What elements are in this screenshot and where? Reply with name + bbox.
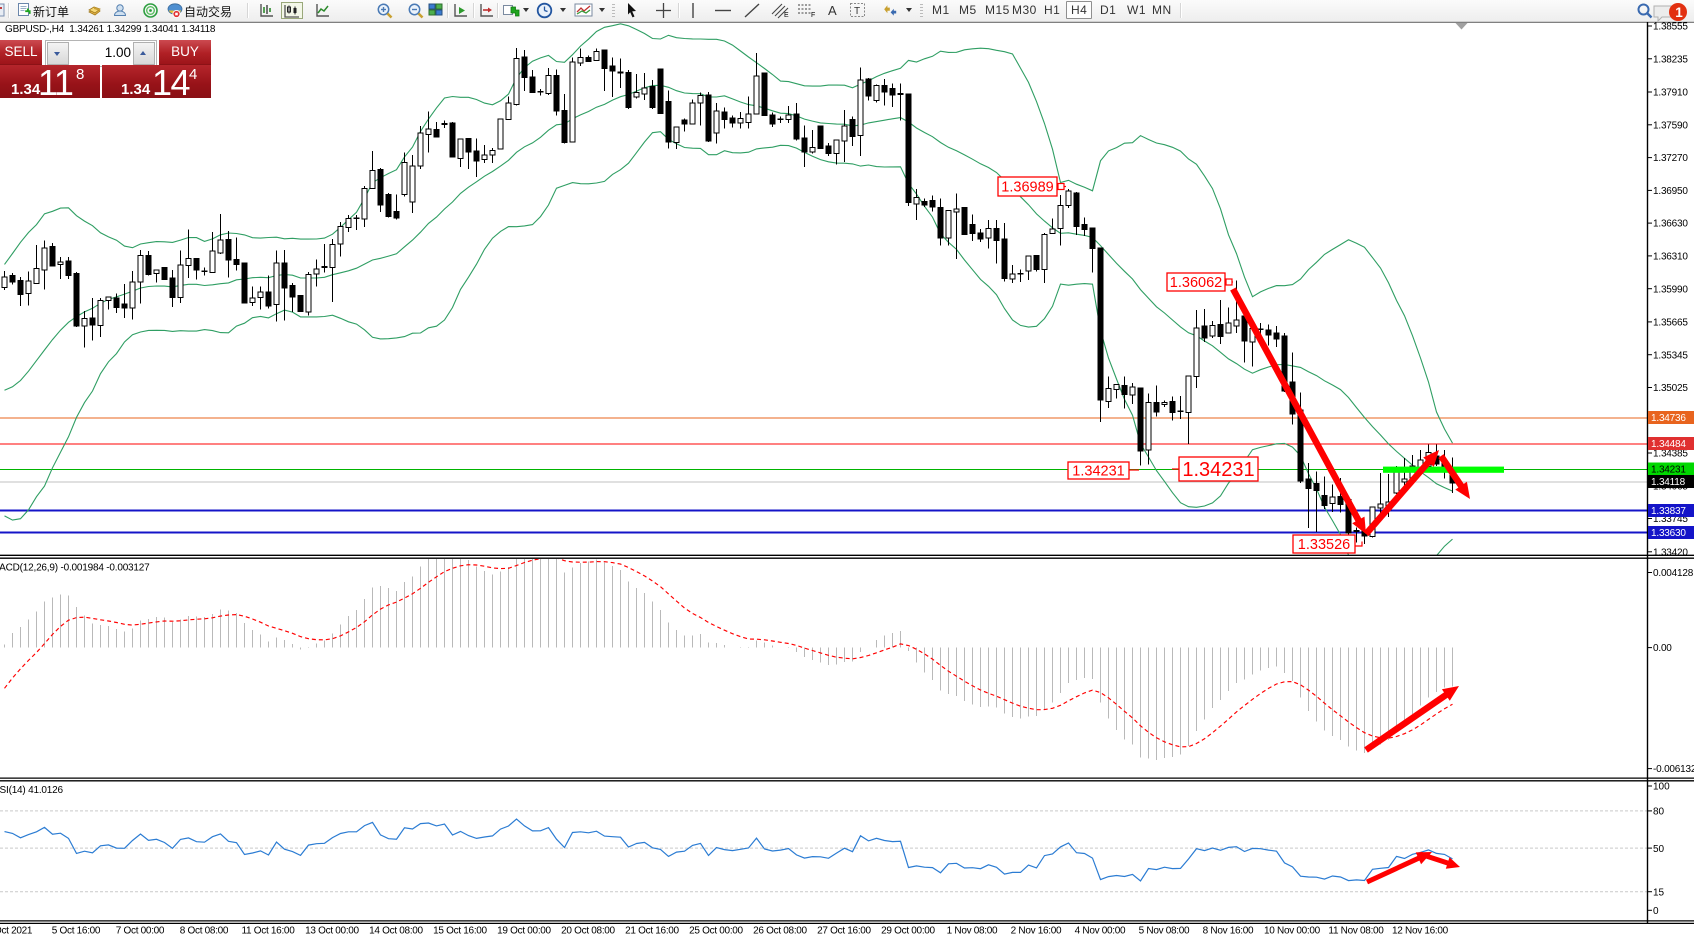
svg-text:5 Nov 08:00: 5 Nov 08:00 bbox=[1139, 926, 1190, 937]
svg-text:11 Nov 08:00: 11 Nov 08:00 bbox=[1328, 926, 1384, 937]
svg-text:0.004128: 0.004128 bbox=[1653, 568, 1694, 579]
svg-text:1.37910: 1.37910 bbox=[1653, 88, 1688, 99]
svg-text:100: 100 bbox=[1653, 782, 1670, 793]
svg-text:0.00: 0.00 bbox=[1653, 643, 1672, 654]
svg-text:1.34385: 1.34385 bbox=[1653, 449, 1688, 460]
svg-text:2 Nov 16:00: 2 Nov 16:00 bbox=[1011, 926, 1062, 937]
svg-text:1.34484: 1.34484 bbox=[1651, 439, 1686, 450]
svg-text:27 Oct 16:00: 27 Oct 16:00 bbox=[817, 926, 871, 937]
svg-text:29 Oct 00:00: 29 Oct 00:00 bbox=[881, 926, 935, 937]
svg-text:25 Oct 00:00: 25 Oct 00:00 bbox=[689, 926, 743, 937]
svg-text:14 Oct 08:00: 14 Oct 08:00 bbox=[369, 926, 423, 937]
svg-text:1.34231: 1.34231 bbox=[1651, 465, 1686, 476]
svg-text:1.36062: 1.36062 bbox=[1170, 275, 1222, 291]
svg-text:T: T bbox=[854, 6, 860, 17]
svg-text:1.34118: 1.34118 bbox=[1651, 477, 1686, 488]
svg-text:1.35025: 1.35025 bbox=[1653, 383, 1688, 394]
svg-text:1.34231: 1.34231 bbox=[1182, 459, 1254, 481]
svg-text:15 Oct 16:00: 15 Oct 16:00 bbox=[433, 926, 487, 937]
svg-text:E: E bbox=[784, 12, 789, 19]
svg-text:4 Nov 00:00: 4 Nov 00:00 bbox=[1075, 926, 1126, 937]
svg-text:Oct 2021: Oct 2021 bbox=[0, 926, 33, 937]
svg-text:MACD(12,26,9) -0.001984 -0.003: MACD(12,26,9) -0.001984 -0.003127 bbox=[0, 563, 150, 574]
svg-text:F: F bbox=[811, 12, 815, 19]
svg-text:1.34736: 1.34736 bbox=[1651, 413, 1686, 424]
svg-text:0: 0 bbox=[1653, 906, 1659, 917]
svg-text:50: 50 bbox=[1653, 844, 1665, 855]
svg-text:15: 15 bbox=[1653, 887, 1665, 898]
svg-text:1: 1 bbox=[1675, 5, 1683, 20]
svg-text:1.33837: 1.33837 bbox=[1651, 506, 1686, 517]
svg-text:11 Oct 16:00: 11 Oct 16:00 bbox=[242, 926, 296, 937]
svg-text:RSI(14) 41.0126: RSI(14) 41.0126 bbox=[0, 785, 64, 796]
svg-text:5 Oct 16:00: 5 Oct 16:00 bbox=[52, 926, 101, 937]
svg-text:7 Oct 00:00: 7 Oct 00:00 bbox=[116, 926, 165, 937]
svg-text:12 Nov 16:00: 12 Nov 16:00 bbox=[1392, 926, 1449, 937]
svg-text:1.36630: 1.36630 bbox=[1653, 219, 1688, 230]
svg-text:21 Oct 16:00: 21 Oct 16:00 bbox=[625, 926, 679, 937]
svg-text:8 Oct 08:00: 8 Oct 08:00 bbox=[180, 926, 229, 937]
svg-text:1.36950: 1.36950 bbox=[1653, 186, 1688, 197]
svg-text:1.33420: 1.33420 bbox=[1653, 547, 1688, 558]
svg-text:1.35665: 1.35665 bbox=[1653, 318, 1688, 329]
svg-text:19 Oct 00:00: 19 Oct 00:00 bbox=[497, 926, 551, 937]
svg-text:26 Oct 08:00: 26 Oct 08:00 bbox=[753, 926, 807, 937]
svg-text:1.34231: 1.34231 bbox=[1072, 464, 1124, 480]
svg-text:1.33526: 1.33526 bbox=[1298, 537, 1350, 553]
svg-text:1.38235: 1.38235 bbox=[1653, 54, 1688, 65]
svg-text:1.38555: 1.38555 bbox=[1653, 22, 1688, 33]
svg-text:80: 80 bbox=[1653, 807, 1665, 818]
svg-text:1.33745: 1.33745 bbox=[1653, 514, 1688, 525]
svg-text:20 Oct 08:00: 20 Oct 08:00 bbox=[561, 926, 615, 937]
svg-text:-0.006132: -0.006132 bbox=[1653, 764, 1694, 775]
svg-text:10 Nov 00:00: 10 Nov 00:00 bbox=[1264, 926, 1321, 937]
svg-text:1.33630: 1.33630 bbox=[1651, 528, 1686, 539]
svg-text:13 Oct 00:00: 13 Oct 00:00 bbox=[305, 926, 359, 937]
svg-text:1.36310: 1.36310 bbox=[1653, 252, 1688, 263]
svg-text:1.37270: 1.37270 bbox=[1653, 153, 1688, 164]
svg-text:1.35345: 1.35345 bbox=[1653, 350, 1688, 361]
svg-text:1.36989: 1.36989 bbox=[1001, 180, 1053, 196]
svg-text:1.35990: 1.35990 bbox=[1653, 284, 1688, 295]
svg-text:1 Nov 08:00: 1 Nov 08:00 bbox=[947, 926, 998, 937]
svg-text:8 Nov 16:00: 8 Nov 16:00 bbox=[1203, 926, 1254, 937]
svg-text:1.37590: 1.37590 bbox=[1653, 120, 1688, 131]
